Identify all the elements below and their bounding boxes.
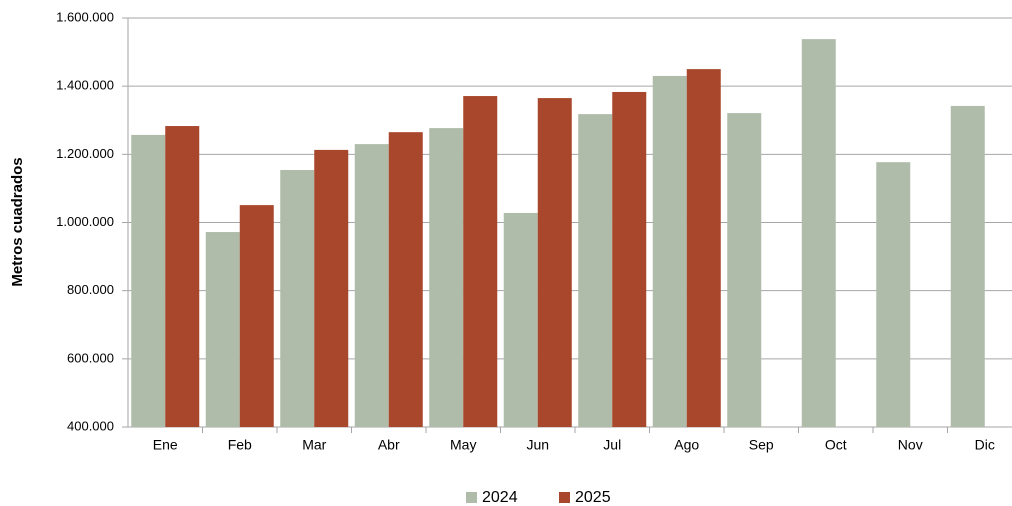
x-tick-label: Ago bbox=[674, 437, 699, 453]
bar bbox=[537, 98, 572, 428]
bar bbox=[503, 212, 538, 427]
x-tick-label: May bbox=[450, 437, 476, 453]
bar bbox=[463, 96, 498, 427]
x-tick-label: Dic bbox=[975, 437, 995, 453]
x-tick-label: Sep bbox=[749, 437, 774, 453]
bar bbox=[354, 144, 389, 427]
bar bbox=[165, 126, 200, 428]
bar bbox=[239, 205, 274, 427]
x-tick-label: Abr bbox=[378, 437, 400, 453]
bar bbox=[727, 113, 762, 427]
bar bbox=[578, 114, 613, 428]
x-tick-label: Jul bbox=[603, 437, 621, 453]
y-tick-label: 600.000 bbox=[67, 350, 114, 365]
bar bbox=[280, 170, 315, 428]
bar bbox=[314, 149, 349, 427]
x-tick-label: Mar bbox=[302, 437, 326, 453]
legend-swatch bbox=[466, 492, 477, 503]
y-tick-label: 800.000 bbox=[67, 282, 114, 297]
x-tick-label: Jun bbox=[526, 437, 549, 453]
legend-label: 2025 bbox=[575, 489, 611, 506]
bar bbox=[876, 162, 911, 428]
bar bbox=[429, 128, 464, 427]
bar bbox=[652, 75, 687, 428]
legend-swatch bbox=[559, 492, 570, 503]
x-tick-label: Oct bbox=[825, 437, 847, 453]
y-tick-label: 1.200.000 bbox=[56, 146, 114, 161]
bar bbox=[131, 134, 166, 428]
x-tick-label: Nov bbox=[898, 437, 923, 453]
x-tick-label: Ene bbox=[153, 437, 178, 453]
bar bbox=[801, 39, 836, 428]
bar bbox=[388, 132, 423, 427]
y-tick-label: 1.000.000 bbox=[56, 214, 114, 229]
y-tick-label: 1.400.000 bbox=[56, 78, 114, 93]
y-tick-label: 400.000 bbox=[67, 418, 114, 433]
bar bbox=[686, 69, 721, 427]
y-tick-label: 1.600.000 bbox=[56, 9, 114, 24]
x-tick-label: Feb bbox=[228, 437, 252, 453]
bar bbox=[950, 105, 985, 427]
y-axis-label: Metros cuadrados bbox=[9, 157, 26, 286]
bar bbox=[612, 91, 647, 428]
legend-label: 2024 bbox=[482, 489, 518, 506]
bar bbox=[205, 232, 240, 427]
